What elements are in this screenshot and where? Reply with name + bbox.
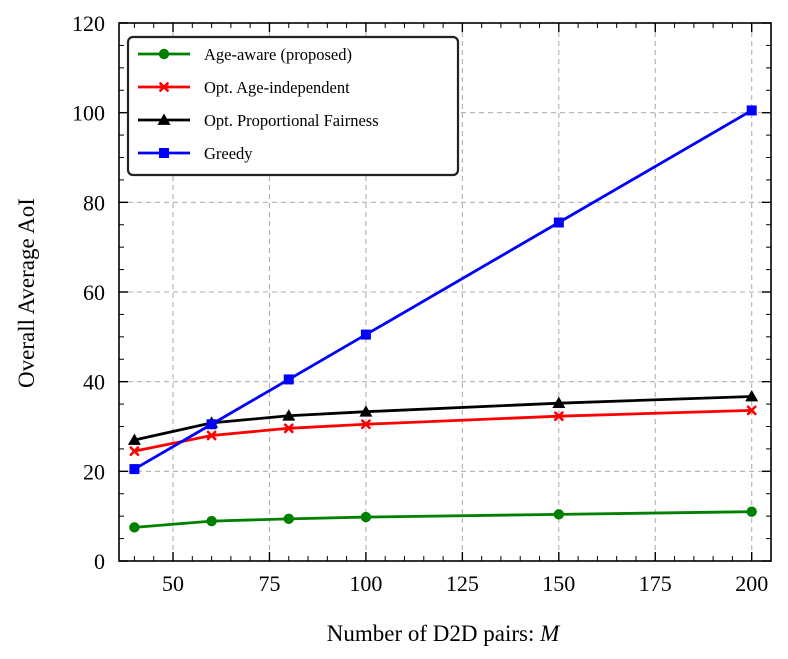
legend-label: Opt. Proportional Fairness (204, 111, 379, 130)
data-point (360, 329, 371, 340)
series-0 (129, 506, 757, 533)
data-point (283, 374, 294, 385)
data-point (127, 433, 141, 445)
data-point (129, 446, 140, 457)
data-point (359, 405, 373, 417)
series-line (133, 109, 753, 471)
data-point (283, 423, 294, 434)
data-point (745, 389, 759, 402)
series-3 (129, 105, 757, 475)
data-point (282, 409, 296, 421)
data-point (283, 513, 294, 525)
series-line (134, 408, 752, 453)
axes-frame (118, 22, 772, 562)
legend-marker (159, 148, 169, 158)
legend-entry: Opt. Proportional Fairness (138, 111, 379, 130)
x-tick-label: 150 (542, 571, 575, 596)
legend-marker (159, 82, 169, 92)
y-tick-label: 20 (83, 459, 105, 484)
data-point (129, 464, 140, 475)
x-tick-label: 200 (735, 571, 768, 596)
x-tick-label: 50 (162, 571, 184, 596)
series-1 (129, 405, 757, 457)
legend-marker (157, 113, 171, 125)
data-point (553, 411, 564, 422)
legend-marker (158, 48, 170, 60)
data-point (746, 105, 757, 116)
x-axis-title-text: Number of D2D pairs: (327, 621, 540, 646)
data-point (206, 515, 217, 527)
legend-box (126, 35, 460, 177)
y-axis-title: Overall Average AoI (14, 198, 39, 388)
x-tick-label: 125 (446, 571, 479, 596)
data-point (553, 217, 564, 228)
x-tick-label: 75 (258, 571, 280, 596)
x-axis-title: Number of D2D pairs: M (327, 621, 561, 646)
data-point (360, 511, 372, 523)
data-point (746, 405, 757, 416)
data-point (552, 396, 566, 409)
x-tick-label: 100 (349, 571, 382, 596)
series-layer (127, 105, 759, 533)
legend: Age-aware (proposed) Opt. Age-independent… (126, 35, 460, 177)
series-line (134, 395, 752, 442)
x-tick-label: 175 (639, 571, 672, 596)
data-point (553, 509, 565, 520)
y-tick-label: 120 (72, 11, 105, 36)
legend-label: Opt. Age-independent (204, 78, 350, 97)
legend-entry: Age-aware (proposed) (138, 45, 352, 64)
legend-label: Age-aware (proposed) (204, 45, 352, 64)
y-tick-label: 0 (94, 549, 105, 574)
legend-entry: Greedy (138, 144, 253, 163)
y-tick-label: 60 (83, 280, 105, 305)
y-tick-label: 40 (83, 370, 105, 395)
series-2 (127, 389, 759, 445)
x-axis-title-variable: M (539, 621, 561, 646)
data-point (361, 419, 371, 430)
legend-entry: Opt. Age-independent (138, 78, 350, 97)
legend-label: Greedy (204, 144, 253, 163)
data-point (746, 506, 757, 517)
data-point (206, 419, 217, 430)
data-point (206, 430, 217, 441)
y-tick-label: 80 (83, 190, 105, 215)
data-point (129, 522, 140, 533)
series-line (134, 510, 752, 529)
tick-labels: 50 75 100 125 150 175 200 0 20 40 60 80 100 120 (72, 11, 768, 596)
y-tick-label: 100 (72, 101, 105, 126)
